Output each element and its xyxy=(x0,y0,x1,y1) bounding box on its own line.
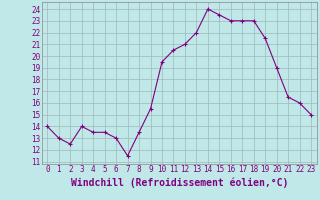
X-axis label: Windchill (Refroidissement éolien,°C): Windchill (Refroidissement éolien,°C) xyxy=(70,177,288,188)
